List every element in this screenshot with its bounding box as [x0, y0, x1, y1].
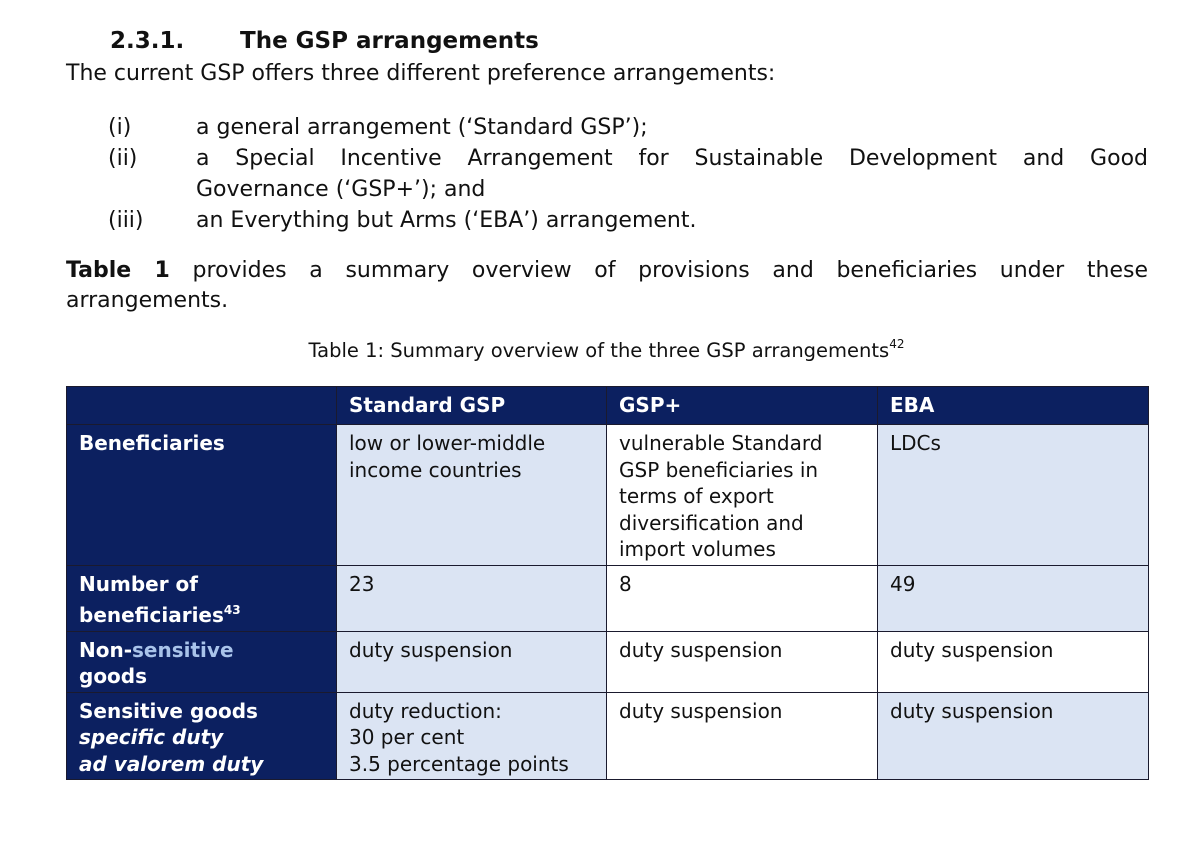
- table-header-row: Standard GSP GSP+ EBA: [66, 386, 1149, 425]
- cell-line: duty reduction:: [349, 698, 502, 723]
- section-number: 2.3.1.: [110, 28, 185, 54]
- cell-line: terms of export: [619, 484, 774, 508]
- list-item-text: a general arrangement (‘Standard GSP’);: [196, 115, 648, 140]
- list-marker: (iii): [108, 208, 144, 233]
- row-header-number-of-beneficiaries: Number of beneficiaries43: [66, 564, 337, 632]
- cell-line: 3.5 percentage points: [349, 751, 569, 776]
- summary-paragraph: Table 1 provides a summary overview of p…: [66, 256, 1148, 316]
- column-header-standard-gsp: Standard GSP: [336, 386, 607, 425]
- row-header-line: goods: [79, 664, 148, 688]
- table-reference: Table 1: [66, 258, 170, 283]
- row-header-line: Non-sensitive: [79, 637, 324, 664]
- table-cell: duty suspension: [606, 691, 878, 780]
- row-header-line: beneficiaries43: [79, 597, 324, 629]
- caption-footnote: 42: [889, 337, 905, 351]
- table-caption: Table 1: Summary overview of the three G…: [0, 337, 1199, 362]
- paragraph-line: Table 1 provides a summary overview of p…: [66, 256, 1148, 286]
- table-row: Number of beneficiaries43 23 8 49: [66, 564, 1149, 632]
- row-header-beneficiaries: Beneficiaries: [66, 424, 337, 566]
- table-row: Sensitive goods specific duty ad valorem…: [66, 691, 1149, 780]
- list-item: (iii) an Everything but Arms (‘EBA’) arr…: [108, 205, 1148, 236]
- list-item-text: a Special Incentive Arrangement for Sust…: [196, 143, 1148, 205]
- table-cell: duty suspension: [336, 630, 607, 693]
- cell-line: income countries: [349, 457, 522, 482]
- paragraph-text: provides a summary overview of provision…: [192, 258, 1148, 283]
- row-header-footnote: 43: [223, 603, 241, 617]
- list-item-text-line: Governance (‘GSP+’); and: [196, 177, 486, 202]
- cell-line: 30 per cent: [349, 725, 465, 749]
- row-header-non-sensitive-goods: Non-sensitive goods: [66, 630, 337, 693]
- row-header-line: Sensitive goods: [79, 698, 258, 723]
- list-marker: (i): [108, 115, 132, 140]
- cell-line: import volumes: [619, 537, 776, 561]
- table-cell: low or lower-middle income countries: [336, 424, 607, 566]
- list-item: (ii) a Special Incentive Arrangement for…: [108, 143, 1148, 205]
- cell-line: GSP beneficiaries in: [619, 457, 819, 482]
- row-header-sensitive-goods: Sensitive goods specific duty ad valorem…: [66, 691, 337, 780]
- row-header-text: beneficiaries: [79, 603, 224, 627]
- list-item-text-line: a Special Incentive Arrangement for Sust…: [196, 146, 1148, 171]
- cell-line: vulnerable Standard: [619, 431, 823, 455]
- table-cell: 23: [336, 564, 607, 632]
- section-title: The GSP arrangements: [240, 28, 539, 54]
- cell-line: LDCs: [890, 431, 941, 455]
- caption-text: Table 1: Summary overview of the three G…: [308, 339, 890, 362]
- row-header-line: ad valorem duty: [79, 751, 264, 776]
- section-heading: 2.3.1. The GSP arrangements: [110, 28, 539, 54]
- paragraph-line: arrangements.: [66, 288, 229, 313]
- table-cell: duty suspension: [877, 691, 1149, 780]
- table-row: Beneficiaries low or lower-middle income…: [66, 424, 1149, 566]
- table-cell: duty suspension: [606, 630, 878, 693]
- column-header-eba: EBA: [877, 386, 1149, 425]
- table-row: Non-sensitive goods duty suspension duty…: [66, 630, 1149, 693]
- table-cell: duty suspension: [877, 630, 1149, 693]
- table-cell: vulnerable Standard GSP beneficiaries in…: [606, 424, 878, 566]
- list-marker: (ii): [108, 146, 138, 171]
- list-item: (i) a general arrangement (‘Standard GSP…: [108, 112, 1148, 143]
- row-header-line: Number of: [79, 571, 198, 596]
- table-cell: 8: [606, 564, 878, 632]
- intro-text: The current GSP offers three different p…: [66, 61, 776, 86]
- table-cell: LDCs: [877, 424, 1149, 566]
- table-cell: 49: [877, 564, 1149, 632]
- list-item-text: an Everything but Arms (‘EBA’) arrangeme…: [196, 208, 697, 233]
- row-header-text: Non-: [79, 637, 133, 662]
- row-header-highlight: sensitive: [132, 637, 234, 662]
- column-header-empty: [66, 386, 337, 425]
- column-header-gsp-plus: GSP+: [606, 386, 878, 425]
- cell-line: low or lower-middle: [349, 431, 546, 455]
- arrangements-list: (i) a general arrangement (‘Standard GSP…: [108, 112, 1148, 236]
- gsp-summary-table: Standard GSP GSP+ EBA Beneficiaries low …: [66, 386, 1149, 780]
- row-header-line: specific duty: [79, 725, 224, 749]
- table-cell: duty reduction: 30 per cent 3.5 percenta…: [336, 691, 607, 780]
- cell-line: diversification and: [619, 510, 804, 535]
